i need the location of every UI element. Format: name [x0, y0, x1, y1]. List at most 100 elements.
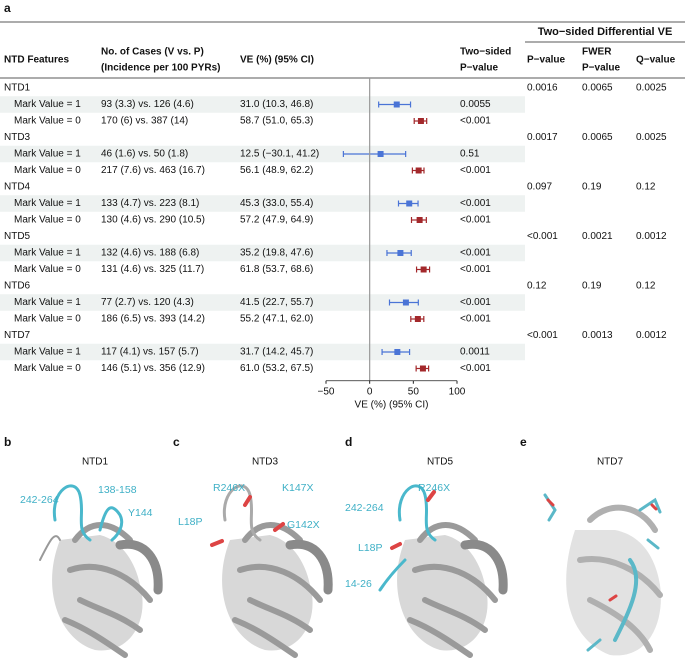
row-label: Mark Value = 1: [14, 149, 81, 160]
p-value: <0.001: [460, 264, 491, 275]
ve-point: [415, 167, 422, 174]
residue-label: Y144: [128, 507, 153, 519]
row-shade: [0, 343, 525, 361]
fwer-p-value: 0.19: [582, 182, 602, 193]
row-label: Mark Value = 1: [14, 248, 81, 259]
cases: 131 (4.6) vs. 325 (11.7): [101, 264, 204, 275]
x-tick-label: −50: [318, 386, 335, 397]
feature-name: NTD7: [4, 330, 31, 341]
header: P−value: [460, 63, 499, 74]
ve-point: [414, 316, 421, 322]
panel-title: NTD1: [82, 457, 109, 468]
ve-label: 45.3 (33.0, 55.4): [240, 198, 313, 209]
row-shade: [0, 195, 525, 212]
residue-label: L18P: [178, 516, 203, 528]
protein-art: [39, 484, 663, 658]
panel-letter: a: [4, 1, 11, 15]
feature-name: NTD3: [4, 132, 31, 143]
header: NTD Features: [4, 55, 69, 66]
p-value: 0.0011: [460, 347, 490, 358]
ve-point: [394, 349, 401, 355]
row-shade: [0, 294, 525, 311]
row-label: Mark Value = 0: [14, 165, 81, 176]
p-value: <0.001: [460, 248, 491, 259]
cases: 77 (2.7) vs. 120 (4.3): [101, 297, 194, 308]
fwer-p-value: 0.0065: [582, 132, 613, 143]
panel-title: NTD3: [252, 457, 279, 468]
row-label: Mark Value = 0: [14, 363, 81, 374]
ve-point: [406, 200, 413, 207]
row-label: Mark Value = 0: [14, 215, 81, 226]
row-label: Mark Value = 1: [14, 99, 81, 110]
header: No. of Cases (V vs. P): [101, 47, 204, 58]
group-header: Two−sided Differential VE: [538, 26, 673, 38]
feature-name: NTD1: [4, 83, 31, 94]
residue-label: L18P: [358, 542, 383, 554]
feature-name: NTD6: [4, 281, 31, 292]
ve-label: 55.2 (47.1, 62.0): [240, 314, 313, 325]
cases: 170 (6) vs. 387 (14): [101, 116, 188, 127]
cases: 146 (5.1) vs. 356 (12.9): [101, 363, 205, 374]
q-value: 0.12: [636, 281, 656, 292]
residue-label: K147X: [282, 482, 314, 494]
diff-p-value: 0.097: [527, 182, 552, 193]
row-label: Mark Value = 0: [14, 264, 81, 275]
ve-point: [397, 250, 404, 256]
q-value: 0.0025: [636, 132, 667, 143]
ve-label: 57.2 (47.9, 64.9): [240, 215, 313, 226]
feature-name: NTD5: [4, 231, 31, 242]
p-value: 0.0055: [460, 99, 491, 110]
header: Q−value: [636, 55, 676, 66]
header: (Incidence per 100 PYRs): [101, 63, 221, 74]
p-value: <0.001: [460, 165, 491, 176]
q-value: 0.0012: [636, 231, 667, 242]
row-label: Mark Value = 1: [14, 347, 81, 358]
cases: 186 (6.5) vs. 393 (14.2): [101, 314, 205, 325]
ve-label: 31.7 (14.2, 45.7): [240, 347, 313, 358]
cases: 133 (4.7) vs. 223 (8.1): [101, 198, 199, 209]
p-value: 0.51: [460, 149, 480, 160]
panel-letter: c: [173, 435, 180, 449]
p-value: <0.001: [460, 314, 491, 325]
residue-label: 14-26: [345, 578, 372, 590]
ve-label: 35.2 (19.8, 47.6): [240, 248, 313, 259]
row-shade: [0, 145, 525, 163]
residue-label: G142X: [287, 519, 320, 531]
p-value: <0.001: [460, 198, 491, 209]
x-tick-label: 100: [449, 386, 466, 397]
residue-label: R246X: [418, 482, 450, 494]
diff-p-value: <0.001: [527, 330, 558, 341]
fwer-p-value: 0.0065: [582, 83, 613, 94]
panel-letter: b: [4, 435, 11, 449]
header: VE (%) (95% CI): [240, 55, 314, 66]
cases: 46 (1.6) vs. 50 (1.8): [101, 149, 188, 160]
ve-point: [417, 118, 424, 124]
ve-label: 31.0 (10.3, 46.8): [240, 99, 313, 110]
p-value: <0.001: [460, 297, 491, 308]
row-shade: [0, 96, 525, 113]
cases: 93 (3.3) vs. 126 (4.6): [101, 99, 194, 110]
header: P−value: [582, 63, 621, 74]
panel-letter: d: [345, 435, 352, 449]
fwer-p-value: 0.0021: [582, 231, 613, 242]
row-label: Mark Value = 0: [14, 116, 81, 127]
ve-point: [416, 217, 423, 223]
cases: 132 (4.6) vs. 188 (6.8): [101, 248, 199, 259]
q-value: 0.0012: [636, 330, 667, 341]
ve-label: 56.1 (48.9, 62.2): [240, 165, 313, 176]
diff-p-value: 0.0017: [527, 132, 558, 143]
ve-label: 41.5 (22.7, 55.7): [240, 297, 313, 308]
header: Two−sided: [460, 47, 511, 58]
ve-label: 61.8 (53.7, 68.6): [240, 264, 313, 275]
ve-point: [402, 299, 409, 306]
header: FWER: [582, 47, 612, 58]
diff-p-value: 0.0016: [527, 83, 558, 94]
ve-label: 58.7 (51.0, 65.3): [240, 116, 313, 127]
x-tick-label: 50: [408, 386, 420, 397]
panel-title: NTD5: [427, 457, 454, 468]
diff-p-value: <0.001: [527, 231, 558, 242]
panel-letter: e: [520, 435, 527, 449]
feature-name: NTD4: [4, 182, 31, 193]
ve-point: [377, 151, 384, 157]
